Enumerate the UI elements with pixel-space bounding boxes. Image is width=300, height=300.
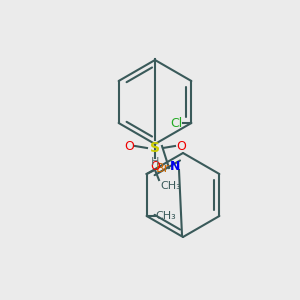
Text: CH₃: CH₃ bbox=[156, 211, 176, 221]
Text: Br: Br bbox=[156, 163, 170, 176]
Text: CH₃: CH₃ bbox=[160, 181, 181, 191]
Text: Cl: Cl bbox=[170, 116, 182, 130]
Text: O: O bbox=[124, 140, 134, 152]
Text: O: O bbox=[176, 140, 186, 152]
Text: O: O bbox=[150, 160, 160, 173]
Text: H: H bbox=[151, 157, 159, 167]
Text: S: S bbox=[150, 141, 160, 155]
Text: N: N bbox=[170, 160, 180, 172]
